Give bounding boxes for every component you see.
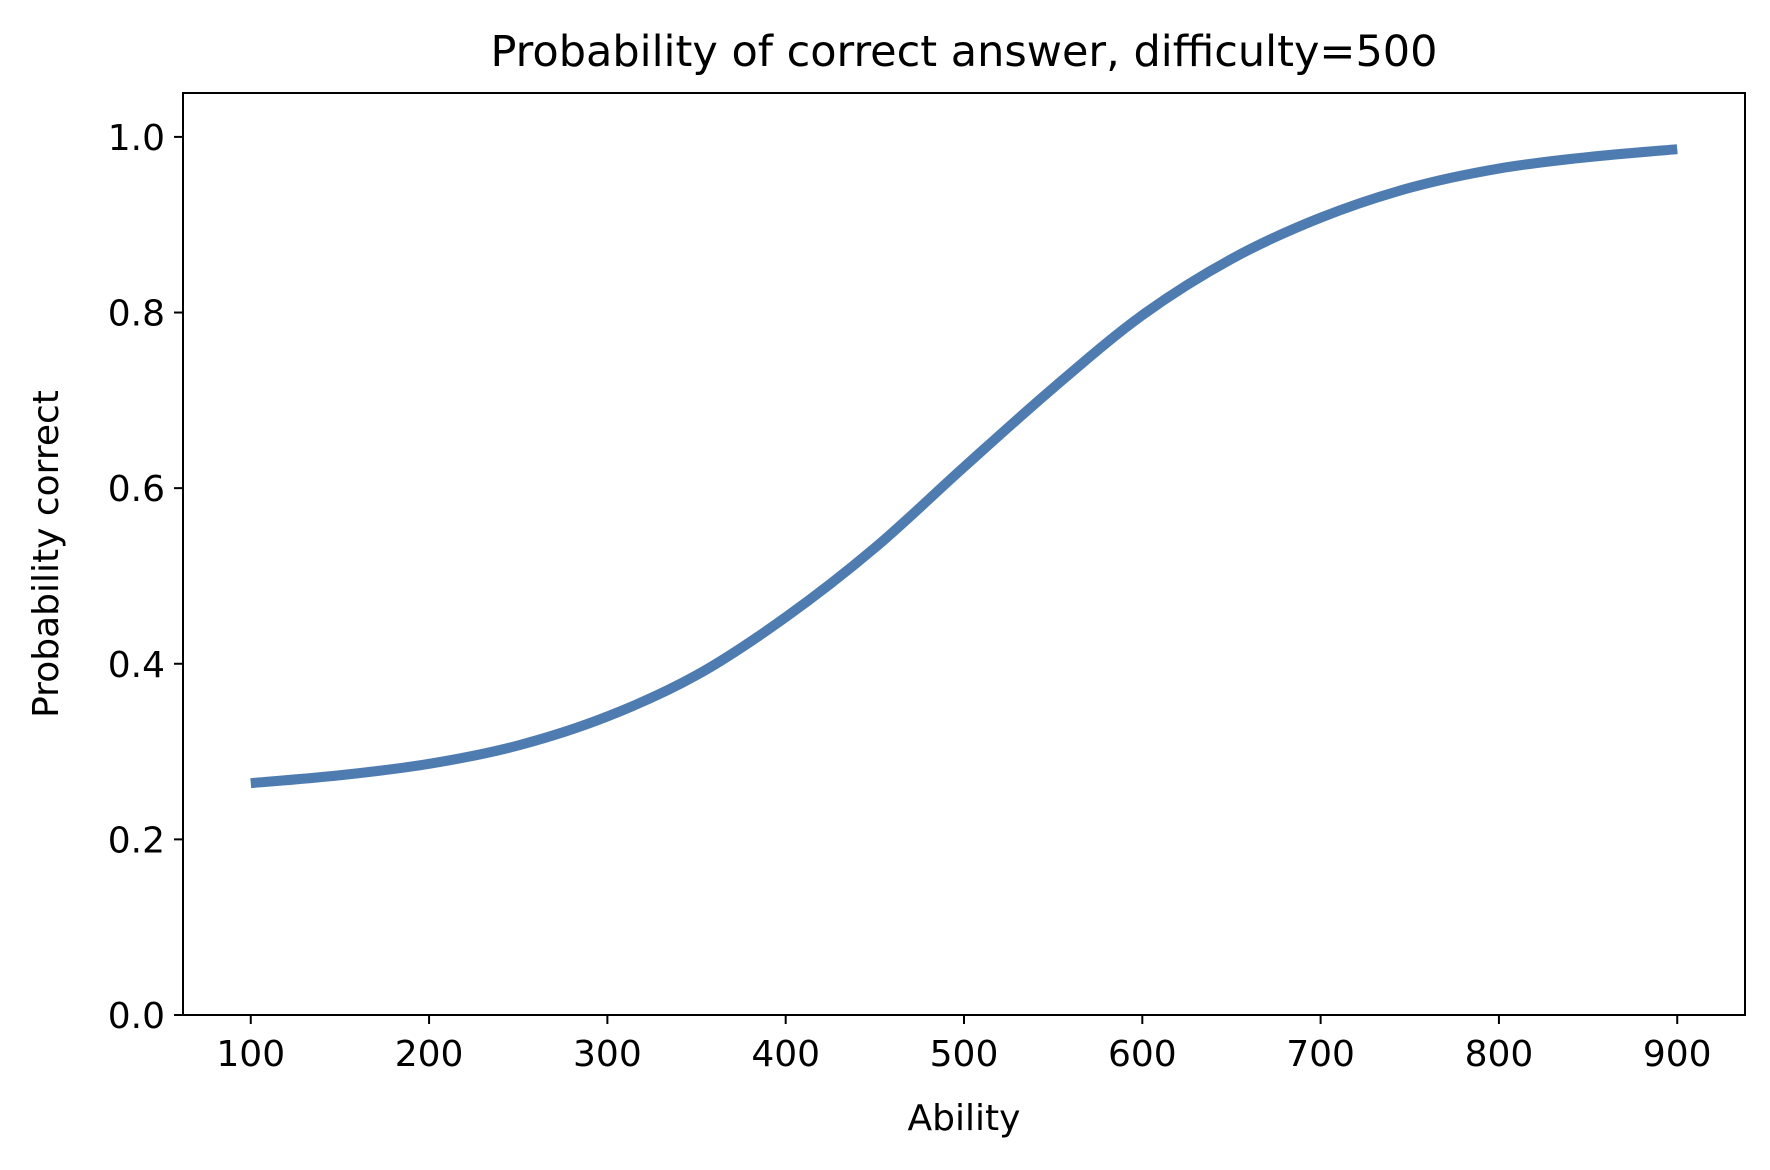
series-line [250,144,1678,789]
y-tick-label: 1.0 [108,118,165,159]
x-tick-label: 100 [216,1034,285,1075]
y-tick-label: 0.2 [108,820,165,861]
y-axis-ticks: 0.0 0.2 0.4 0.6 0.8 1.0 [108,118,183,1037]
x-axis-label: Ability [908,1098,1021,1139]
y-tick-label: 0.4 [108,645,165,686]
chart-title: Probability of correct answer, difficult… [490,27,1437,77]
x-tick-label: 700 [1286,1034,1355,1075]
y-tick-label: 0.6 [108,469,165,510]
x-tick-label: 600 [1108,1034,1177,1075]
series-layer [250,144,1678,789]
y-axis-label: Probability correct [26,390,67,718]
x-tick-label: 900 [1643,1034,1712,1075]
x-axis-ticks: 100 200 300 400 500 600 700 800 900 [216,1015,1712,1075]
x-tick-label: 300 [573,1034,642,1075]
y-tick-label: 0.0 [108,996,165,1037]
plot-area [183,93,1745,1015]
x-tick-label: 200 [395,1034,464,1075]
x-tick-label: 800 [1465,1034,1534,1075]
plot-frame [182,92,1746,1016]
x-tick-label: 400 [751,1034,820,1075]
x-tick-label: 500 [930,1034,999,1075]
y-tick-label: 0.8 [108,294,165,335]
